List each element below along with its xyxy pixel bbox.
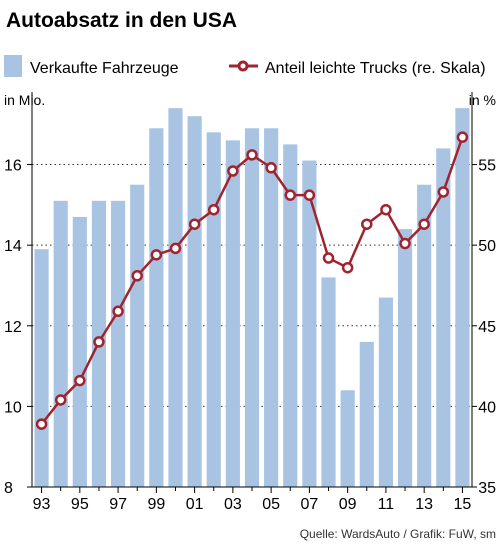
bar: [206, 132, 221, 487]
x-tick-label: 03: [224, 496, 242, 513]
line-series: [35, 131, 469, 430]
legend-bar-label: Verkaufte Fahrzeuge: [30, 60, 179, 77]
bar: [34, 249, 49, 487]
x-tick-label: 07: [300, 496, 318, 513]
line-point: [265, 162, 277, 174]
line-point: [456, 131, 469, 143]
x-tick-label: 05: [262, 496, 280, 513]
bar: [225, 140, 240, 487]
line-point: [112, 305, 124, 318]
line-point: [150, 249, 163, 261]
legend-line-marker: [237, 60, 249, 72]
line-point: [93, 336, 105, 348]
line-point: [399, 237, 411, 250]
x-tick-label: 99: [147, 496, 165, 513]
line-point: [303, 189, 316, 201]
bar: [302, 160, 317, 488]
line-point: [437, 186, 450, 198]
line-point: [322, 252, 335, 264]
right-tick-label: 35: [478, 480, 496, 497]
bar: [397, 229, 413, 487]
right-axis-unit: in %: [469, 92, 496, 108]
x-tick-label: 93: [33, 496, 51, 513]
x-tick-label: 97: [109, 496, 127, 513]
axes: 8 10 12 14 16 35 40 45 50 55 93 95 97 99 01 03 05 07 09 11 1…: [4, 92, 496, 513]
line-point: [284, 189, 297, 201]
line-point: [227, 165, 239, 177]
line-point: [54, 394, 67, 406]
left-tick-label: 8: [4, 480, 13, 497]
x-tick-label: 11: [378, 496, 395, 513]
right-tick-label: 55: [478, 158, 496, 175]
left-tick-label: 10: [4, 399, 22, 416]
bar: [417, 184, 432, 487]
chart-title: Autoabsatz in den USA: [6, 9, 237, 32]
left-tick-label: 16: [4, 158, 22, 175]
bar: [378, 297, 393, 487]
x-tick-label: 95: [71, 496, 89, 513]
left-tick-label: 14: [4, 238, 22, 255]
legend: Verkaufte Fahrzeuge Anteil leichte Truck…: [4, 55, 486, 77]
bar: [359, 341, 374, 487]
x-tick-label: 01: [186, 496, 204, 513]
right-tick-label: 45: [478, 319, 496, 336]
right-tick-label: 40: [478, 399, 496, 416]
bar: [340, 390, 355, 487]
line-point: [169, 242, 182, 255]
right-tick-label: 50: [478, 238, 496, 255]
bar: [455, 108, 470, 488]
bar: [321, 277, 336, 487]
legend-bar-swatch: [4, 55, 22, 77]
line-point: [380, 203, 392, 216]
line-point: [418, 218, 430, 230]
bar: [436, 148, 451, 487]
line-point: [341, 261, 354, 274]
legend-line-label: Anteil leichte Trucks (re. Skala): [265, 60, 486, 77]
line-point: [207, 203, 220, 216]
bar: [53, 200, 68, 487]
line-point: [131, 270, 143, 282]
line-point: [35, 418, 48, 430]
bar: [168, 108, 183, 488]
line-point: [188, 218, 201, 230]
bar: [130, 184, 145, 487]
left-axis-unit: in Mio.: [4, 92, 45, 108]
bar: [244, 128, 260, 487]
bar: [72, 216, 87, 487]
x-tick-label: 09: [339, 496, 357, 513]
line-point: [74, 374, 86, 387]
x-tick-label: 13: [415, 496, 433, 513]
left-tick-label: 12: [4, 319, 22, 336]
line-point: [246, 149, 258, 161]
line-point: [361, 218, 373, 230]
bar: [111, 200, 126, 487]
bars: [34, 108, 470, 488]
bar: [149, 128, 164, 487]
bar: [283, 144, 298, 488]
source-note: Quelle: WardsAuto / Grafik: FuW, sm: [300, 527, 496, 541]
bar: [264, 128, 279, 487]
x-tick-label: 15: [454, 496, 472, 513]
bar: [187, 116, 202, 488]
